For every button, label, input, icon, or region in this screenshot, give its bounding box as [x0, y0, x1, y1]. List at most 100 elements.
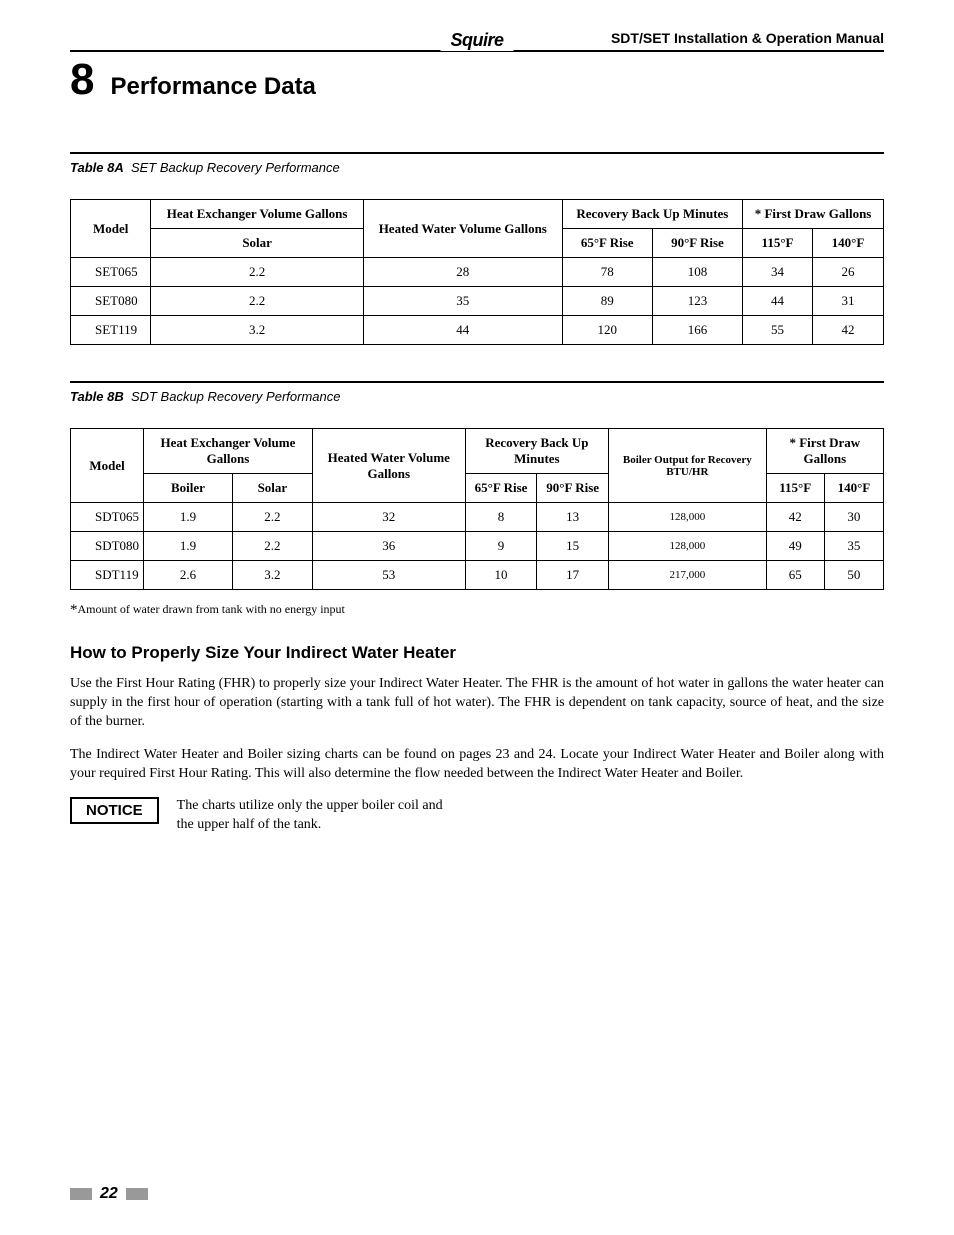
- col-hx-vol: Heat Exchanger Volume Gallons: [151, 200, 364, 229]
- table-8b: Model Heat Exchanger Volume Gallons Heat…: [70, 428, 884, 590]
- notice-text: The charts utilize only the upper boiler…: [177, 797, 457, 835]
- table-cell: 42: [766, 503, 824, 532]
- col-hx-vol-b: Heat Exchanger Volume Gallons: [144, 429, 313, 474]
- table-cell: SDT080: [71, 532, 144, 561]
- table-cell: 44: [743, 287, 813, 316]
- table-cell: 89: [562, 287, 652, 316]
- sizing-heading: How to Properly Size Your Indirect Water…: [70, 643, 884, 663]
- section-name: Performance Data: [110, 73, 315, 101]
- table-8a-caption: Table 8A SET Backup Recovery Performance: [70, 160, 884, 175]
- table-cell: 2.2: [151, 287, 364, 316]
- table-8a-caption-text: SET Backup Recovery Performance: [131, 160, 340, 175]
- col-boiler: Boiler: [144, 474, 233, 503]
- footer-block-right: [126, 1188, 148, 1200]
- table-row: SET1193.2441201665542: [71, 316, 884, 345]
- col-rise65: 65°F Rise: [562, 229, 652, 258]
- table-cell: 2.2: [232, 503, 312, 532]
- table-cell: 128,000: [609, 503, 767, 532]
- col-heated-vol-b: Heated Water Volume Gallons: [312, 429, 465, 503]
- table-cell: 3.2: [232, 561, 312, 590]
- table-row: SDT1192.63.2531017217,0006550: [71, 561, 884, 590]
- table-8b-caption: Table 8B SDT Backup Recovery Performance: [70, 389, 884, 404]
- table-cell: 13: [537, 503, 609, 532]
- table-cell: 120: [562, 316, 652, 345]
- sizing-p1: Use the First Hour Rating (FHR) to prope…: [70, 675, 884, 732]
- table-row: SET0802.235891234431: [71, 287, 884, 316]
- table-8b-caption-text: SDT Backup Recovery Performance: [131, 389, 341, 404]
- table-cell: 78: [562, 258, 652, 287]
- table-cell: 9: [465, 532, 537, 561]
- table-cell: 31: [812, 287, 883, 316]
- table-cell: 108: [652, 258, 742, 287]
- col-fd115: 115°F: [743, 229, 813, 258]
- table-cell: SDT065: [71, 503, 144, 532]
- col-recovery-b: Recovery Back Up Minutes: [465, 429, 608, 474]
- col-solar-b: Solar: [232, 474, 312, 503]
- notice-row: NOTICE The charts utilize only the upper…: [70, 797, 884, 835]
- table-cell: 42: [812, 316, 883, 345]
- table-8a-rule: [70, 152, 884, 154]
- col-heated-vol: Heated Water Volume Gallons: [363, 200, 562, 258]
- table-cell: 3.2: [151, 316, 364, 345]
- table-8a-label: Table 8A: [70, 160, 124, 175]
- table-cell: 50: [824, 561, 883, 590]
- table-cell: 128,000: [609, 532, 767, 561]
- table-cell: 34: [743, 258, 813, 287]
- table-row: SDT0651.92.232813128,0004230: [71, 503, 884, 532]
- table-cell: 17: [537, 561, 609, 590]
- notice-label: NOTICE: [70, 797, 159, 824]
- table-cell: 26: [812, 258, 883, 287]
- col-solar: Solar: [151, 229, 364, 258]
- sizing-p2: The Indirect Water Heater and Boiler siz…: [70, 746, 884, 784]
- table-cell: 65: [766, 561, 824, 590]
- col-rise65-b: 65°F Rise: [465, 474, 537, 503]
- section-heading: 8 Performance Data: [70, 58, 884, 102]
- table-8b-body: SDT0651.92.232813128,0004230SDT0801.92.2…: [71, 503, 884, 590]
- table-cell: 53: [312, 561, 465, 590]
- table-row: SDT0801.92.236915128,0004935: [71, 532, 884, 561]
- col-rise90: 90°F Rise: [652, 229, 742, 258]
- table-cell: SDT119: [71, 561, 144, 590]
- table-cell: 8: [465, 503, 537, 532]
- col-fd140: 140°F: [812, 229, 883, 258]
- footer-block-left: [70, 1188, 92, 1200]
- table-cell: 28: [363, 258, 562, 287]
- table-cell: 1.9: [144, 503, 233, 532]
- table-cell: 35: [824, 532, 883, 561]
- col-fd115-b: 115°F: [766, 474, 824, 503]
- table-cell: SET080: [71, 287, 151, 316]
- brand-logo: Squire: [440, 30, 513, 51]
- table-cell: SET119: [71, 316, 151, 345]
- page-number: 22: [100, 1185, 118, 1203]
- table-8b-rule: [70, 381, 884, 383]
- col-first-draw-b: * First Draw Gallons: [766, 429, 883, 474]
- table-cell: 217,000: [609, 561, 767, 590]
- table-cell: 166: [652, 316, 742, 345]
- table-cell: 35: [363, 287, 562, 316]
- section-number: 8: [70, 58, 94, 102]
- table-cell: SET065: [71, 258, 151, 287]
- table-cell: 36: [312, 532, 465, 561]
- manual-title: SDT/SET Installation & Operation Manual: [603, 30, 884, 46]
- col-boiler-out: Boiler Output for Recovery BTU/HR: [609, 429, 767, 503]
- table-cell: 123: [652, 287, 742, 316]
- col-rise90-b: 90°F Rise: [537, 474, 609, 503]
- table-row: SET0652.228781083426: [71, 258, 884, 287]
- col-model: Model: [71, 200, 151, 258]
- col-model-b: Model: [71, 429, 144, 503]
- footnote-text: Amount of water drawn from tank with no …: [78, 602, 345, 616]
- table-cell: 2.2: [232, 532, 312, 561]
- footnote: *Amount of water drawn from tank with no…: [70, 602, 884, 619]
- table-8a: Model Heat Exchanger Volume Gallons Heat…: [70, 199, 884, 345]
- table-cell: 10: [465, 561, 537, 590]
- table-cell: 2.6: [144, 561, 233, 590]
- col-fd140-b: 140°F: [824, 474, 883, 503]
- table-8a-body: SET0652.228781083426SET0802.235891234431…: [71, 258, 884, 345]
- table-cell: 49: [766, 532, 824, 561]
- header-rule: Squire SDT/SET Installation & Operation …: [70, 50, 884, 52]
- table-cell: 55: [743, 316, 813, 345]
- table-cell: 15: [537, 532, 609, 561]
- page-footer: 22: [70, 1185, 148, 1203]
- table-cell: 1.9: [144, 532, 233, 561]
- table-cell: 30: [824, 503, 883, 532]
